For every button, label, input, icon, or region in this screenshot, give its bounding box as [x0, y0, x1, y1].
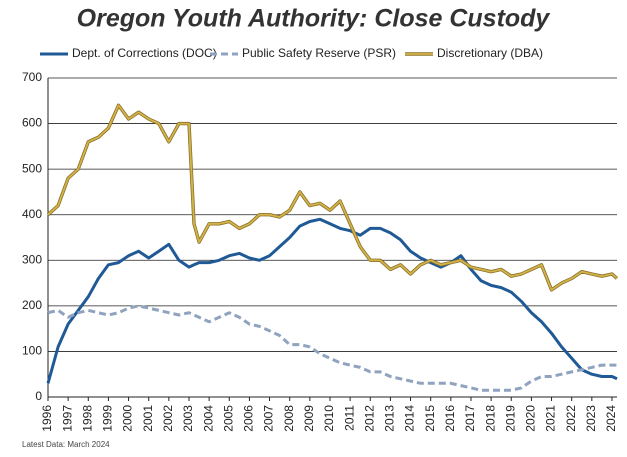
y-tick-label: 200	[22, 298, 42, 312]
legend-label: Public Safety Reserve (PSR)	[242, 46, 396, 60]
x-tick-label: 2019	[503, 405, 517, 432]
series-line	[47, 304, 617, 392]
x-tick-label: 1997	[60, 405, 74, 432]
legend-label: Dept. of Corrections (DOC)	[72, 46, 217, 60]
x-tick-label: 2003	[181, 405, 195, 432]
y-tick-label: 700	[22, 70, 42, 84]
x-tick-label: 2017	[463, 405, 477, 432]
chart-title: Oregon Youth Authority: Close Custody	[77, 5, 551, 33]
x-tick-label: 2023	[584, 405, 598, 432]
x-tick-label: 2006	[242, 405, 256, 432]
y-tick-label: 600	[22, 116, 42, 130]
x-tick-label: 2010	[322, 405, 336, 432]
y-tick-label: 300	[22, 252, 42, 266]
y-tick-label: 0	[35, 389, 42, 403]
x-tick-label: 2015	[423, 405, 437, 432]
legend-label: Discretionary (DBA)	[437, 46, 543, 60]
x-tick-label: 2024	[604, 405, 618, 432]
x-tick-label: 2000	[121, 405, 135, 432]
x-tick-label: 2016	[443, 405, 457, 432]
x-tick-label: 2012	[362, 405, 376, 432]
series-line	[47, 104, 618, 291]
x-tick-label: 2009	[302, 405, 316, 432]
x-tick-label: 2022	[564, 405, 578, 432]
x-tick-label: 2008	[282, 405, 296, 432]
x-tick-label: 2007	[262, 405, 276, 432]
x-tick-label: 2001	[141, 405, 155, 432]
x-tick-label: 2004	[201, 405, 215, 432]
x-tick-label: 1998	[80, 405, 94, 432]
x-tick-label: 2021	[544, 405, 558, 432]
x-tick-label: 2002	[161, 405, 175, 432]
y-tick-label: 400	[22, 207, 42, 221]
footnote: Latest Data: March 2024	[22, 440, 110, 449]
x-tick-label: 2005	[221, 405, 235, 432]
x-tick-label: 1999	[101, 405, 115, 432]
line-outline	[46, 103, 619, 292]
x-tick-label: 2018	[483, 405, 497, 432]
x-tick-label: 2014	[403, 405, 417, 432]
y-tick-label: 500	[22, 161, 42, 175]
x-tick-label: 2013	[383, 405, 397, 432]
series-line	[46, 217, 618, 384]
x-tick-label: 2011	[342, 405, 356, 431]
y-tick-label: 100	[22, 344, 42, 358]
x-tick-label: 2020	[524, 405, 538, 432]
x-tick-label: 1996	[40, 405, 54, 432]
